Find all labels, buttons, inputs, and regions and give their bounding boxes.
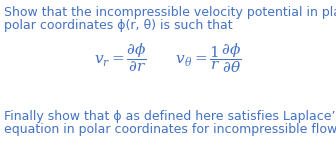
Text: $v_r = \dfrac{\partial\phi}{\partial r} \quad\quad v_\theta = \dfrac{1}{r}\dfrac: $v_r = \dfrac{\partial\phi}{\partial r} … bbox=[94, 41, 242, 75]
Text: Show that the incompressible velocity potential in plane: Show that the incompressible velocity po… bbox=[4, 6, 336, 19]
Text: polar coordinates ϕ(r, θ) is such that: polar coordinates ϕ(r, θ) is such that bbox=[4, 19, 233, 32]
Text: equation in polar coordinates for incompressible flow.: equation in polar coordinates for incomp… bbox=[4, 123, 336, 136]
Text: Finally show that ϕ as defined here satisfies Laplace’s: Finally show that ϕ as defined here sati… bbox=[4, 110, 336, 123]
